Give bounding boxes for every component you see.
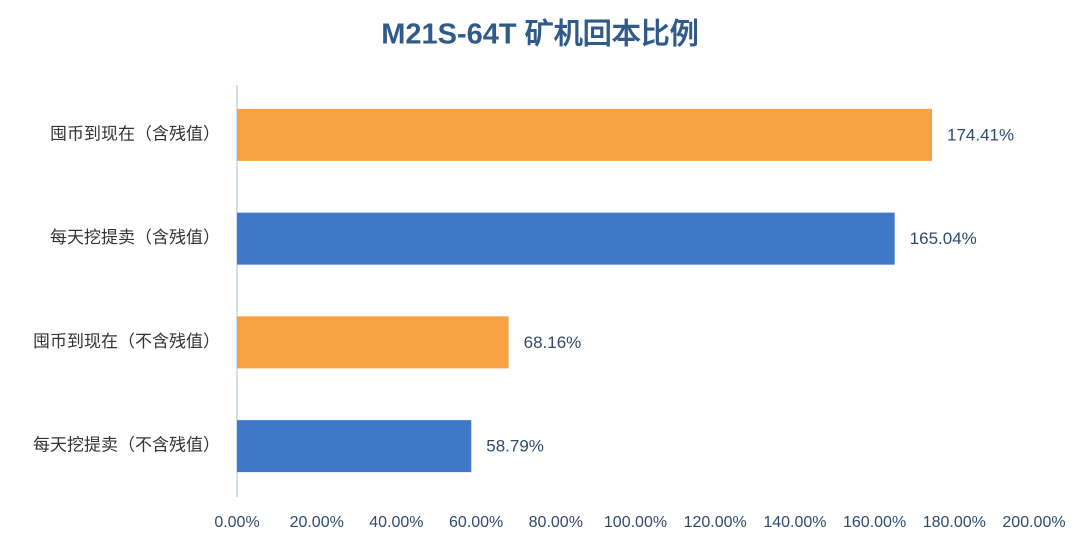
x-tick-label: 60.00% [449, 514, 503, 531]
x-tick-label: 200.00% [1002, 514, 1065, 531]
bar [237, 316, 509, 369]
x-tick-label: 100.00% [604, 514, 667, 531]
y-tick-label: 每天挖提卖（含残值） [50, 228, 220, 247]
value-label: 174.41% [947, 125, 1014, 144]
value-label: 58.79% [486, 437, 544, 456]
x-tick-label: 160.00% [843, 514, 906, 531]
y-tick-label: 囤币到现在（含残值） [50, 124, 220, 143]
y-tick-label: 囤币到现在（不含残值） [33, 332, 220, 351]
x-tick-label: 180.00% [923, 514, 986, 531]
x-tick-label: 20.00% [290, 514, 344, 531]
bar [237, 212, 895, 265]
value-label: 165.04% [910, 229, 977, 248]
x-tick-label: 120.00% [684, 514, 747, 531]
x-tick-label: 40.00% [369, 514, 423, 531]
bar [237, 420, 472, 473]
bar [237, 108, 933, 161]
x-tick-label: 140.00% [763, 514, 826, 531]
y-tick-label: 每天挖提卖（不含残值） [33, 436, 220, 455]
chart-title: M21S-64T 矿机回本比例 [381, 17, 698, 51]
x-tick-label: 80.00% [529, 514, 583, 531]
value-label: 68.16% [524, 333, 582, 352]
x-tick-label: 0.00% [214, 514, 259, 531]
